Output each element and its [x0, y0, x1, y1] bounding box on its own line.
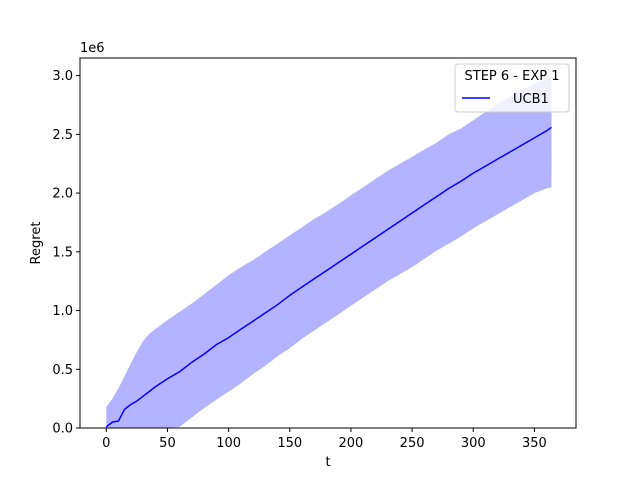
x-tick-label: 200	[339, 436, 364, 451]
x-tick-label: 150	[277, 436, 302, 451]
y-tick-label: 3.0	[52, 69, 73, 84]
legend: STEP 6 - EXP 1 UCB1	[454, 63, 570, 113]
x-tick-label: 50	[159, 436, 176, 451]
series-line-ucb1	[105, 126, 552, 428]
legend-entry-ucb1: UCB1	[513, 92, 549, 107]
y-axis-label: Regret	[29, 222, 44, 265]
x-tick-label: 100	[216, 436, 241, 451]
legend-box	[454, 63, 570, 113]
y-tick-label: 0.0	[52, 422, 73, 437]
plot-area	[105, 76, 552, 429]
x-tick-label: 350	[522, 436, 547, 451]
y-axis: 0.0 0.5 1.0 1.5 2.0 2.5 3.0	[52, 69, 80, 437]
x-tick-label: 250	[400, 436, 425, 451]
y-tick-label: 1.5	[52, 245, 73, 260]
y-tick-label: 1.0	[52, 304, 73, 319]
x-tick-label: 0	[102, 436, 110, 451]
axes-frame	[79, 57, 577, 429]
y-tick-label: 2.5	[52, 128, 73, 143]
y-tick-label: 2.0	[52, 187, 73, 202]
x-axis: 0 50 100 150 200 250 300 350	[102, 428, 547, 451]
confidence-band-ucb1	[106, 76, 552, 429]
y-tick-label: 0.5	[52, 363, 73, 378]
y-offset-label: 1e6	[80, 41, 105, 56]
legend-title: STEP 6 - EXP 1	[465, 69, 560, 84]
x-axis-label: t	[325, 455, 330, 470]
x-tick-label: 300	[461, 436, 486, 451]
